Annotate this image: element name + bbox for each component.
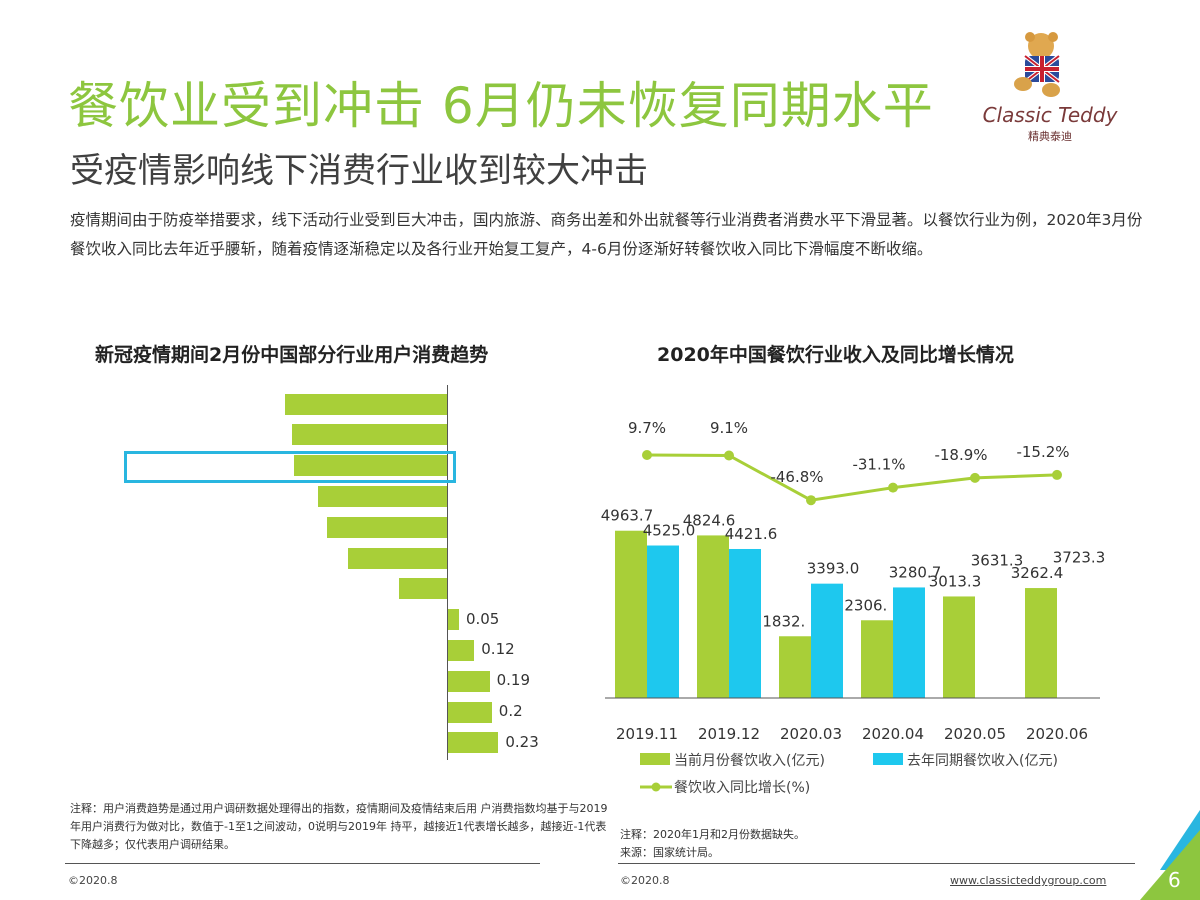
growth-point [970,472,980,483]
bar-current [943,596,975,698]
bar-lastyear-label: 4525.0 [643,522,696,540]
bar-lastyear-label: 3280.7 [889,563,942,581]
bar [284,393,447,415]
growth-label: -46.8% [770,468,823,486]
left-note: 注释：用户消费趋势是通过用户调研数据处理得出的指数，疫情期间及疫情结束后用 户消… [70,802,608,851]
bar [293,455,447,477]
growth-line [646,453,1058,502]
bar [448,670,490,692]
bar-current-label: 3262.4 [1011,564,1064,582]
bar-current [861,620,893,698]
growth-label: -31.1% [852,456,905,474]
classic-teddy-logo: Classic Teddy 精典泰迪 [975,32,1125,162]
bar-current [615,530,647,698]
x-tick-label: 2020.05 [944,725,1006,743]
footer-divider-right [618,863,1135,864]
intro-paragraph: 疫情期间由于防疫举措要求，线下活动行业受到巨大冲击，国内旅游、商务出差和外出就餐… [70,211,1143,258]
page-title: 餐饮业受到冲击 6月仍未恢复同期水平 [68,77,934,135]
growth-label: -15.2% [1016,443,1069,461]
bar [317,485,447,507]
bar [291,424,447,446]
bar-current [779,636,811,698]
bar [348,547,447,569]
growth-label: -18.9% [934,446,987,464]
bar-value-label: 0.19 [496,671,531,690]
growth-point [1052,469,1062,480]
bar [448,609,459,631]
bar-value-label: 0.05 [465,609,500,628]
bar-current-label: 4963.7 [601,507,654,525]
legend-swatch-current [640,753,670,765]
highlight-box [124,451,456,483]
bar-lastyear [811,583,843,698]
x-tick-label: 2020.04 [862,725,924,743]
growth-point [642,450,652,460]
bar [448,701,492,723]
bar-current [1025,588,1057,698]
footer-divider-left [65,863,540,864]
corner-decoration [1140,810,1200,900]
bar-lastyear-label: 4421.6 [725,525,778,543]
bar-lastyear-label: 3631.3 [971,552,1024,570]
website-link[interactable]: www.classicteddygroup.com [950,874,1107,887]
bar-lastyear [893,587,925,698]
copyright-left: ©2020.8 [68,874,118,887]
bar [326,516,447,538]
right-note: 注释：2020年1月和2月份数据缺失。 [620,828,805,841]
legend-label-growth: 餐饮收入同比增长(%) [674,780,811,796]
x-tick-label: 2020.06 [1026,725,1088,743]
legend-swatch-lastyear [873,753,903,765]
bar-value-label: 0.12 [481,640,515,659]
logo-wordmark-cn: 精典泰迪 [1028,129,1072,143]
copyright-right: ©2020.8 [620,874,670,887]
growth-label: 9.7% [628,419,666,437]
bar-lastyear [647,545,679,698]
bar-current-label: 3013.3 [929,572,982,590]
page-subtitle: 受疫情影响线下消费行业收到较大冲击 [70,151,648,191]
bar-lastyear-label: 3393.0 [807,560,860,578]
right-source: 来源：国家统计局。 [620,846,719,859]
bar-current [697,535,729,698]
right-chart-title: 2020年中国餐饮行业收入及同比增长情况 [657,344,1014,366]
bar-current-label: 2306. 6 [844,596,901,614]
page-number: 6 [1168,868,1181,892]
x-tick-label: 2019.11 [616,725,678,743]
bar-lastyear-label: 3723.3 [1053,549,1106,567]
growth-point [888,482,898,493]
logo-wordmark: Classic Teddy [983,103,1119,127]
left-chart-title: 新冠疫情期间2月份中国部分行业用户消费趋势 [95,344,489,366]
bar-lastyear [729,548,761,698]
bar-current-label: 1832. 0 [762,612,819,630]
bar-value-label: 0.23 [505,732,539,751]
industry-consumption-chart: -0.74国内旅游-0.71商务出差-0.7外出就餐-0.59出境旅游-0.55… [0,0,600,800]
legend-line-icon [640,782,672,792]
bar [398,578,447,600]
zero-axis [447,385,448,760]
bar-value-label: 0.2 [498,702,523,720]
bar [448,732,499,754]
bar [448,639,475,661]
x-tick-label: 2020.03 [780,725,842,743]
bar-current-label: 4824.6 [683,511,736,529]
growth-point [724,450,734,461]
x-tick-label: 2019.12 [698,725,760,743]
legend-label-lastyear: 去年同期餐饮收入(亿元) [907,753,1058,769]
growth-label: 9.1% [710,419,748,437]
growth-point [806,495,816,506]
legend-label-current: 当前月份餐饮收入(亿元) [674,753,825,769]
